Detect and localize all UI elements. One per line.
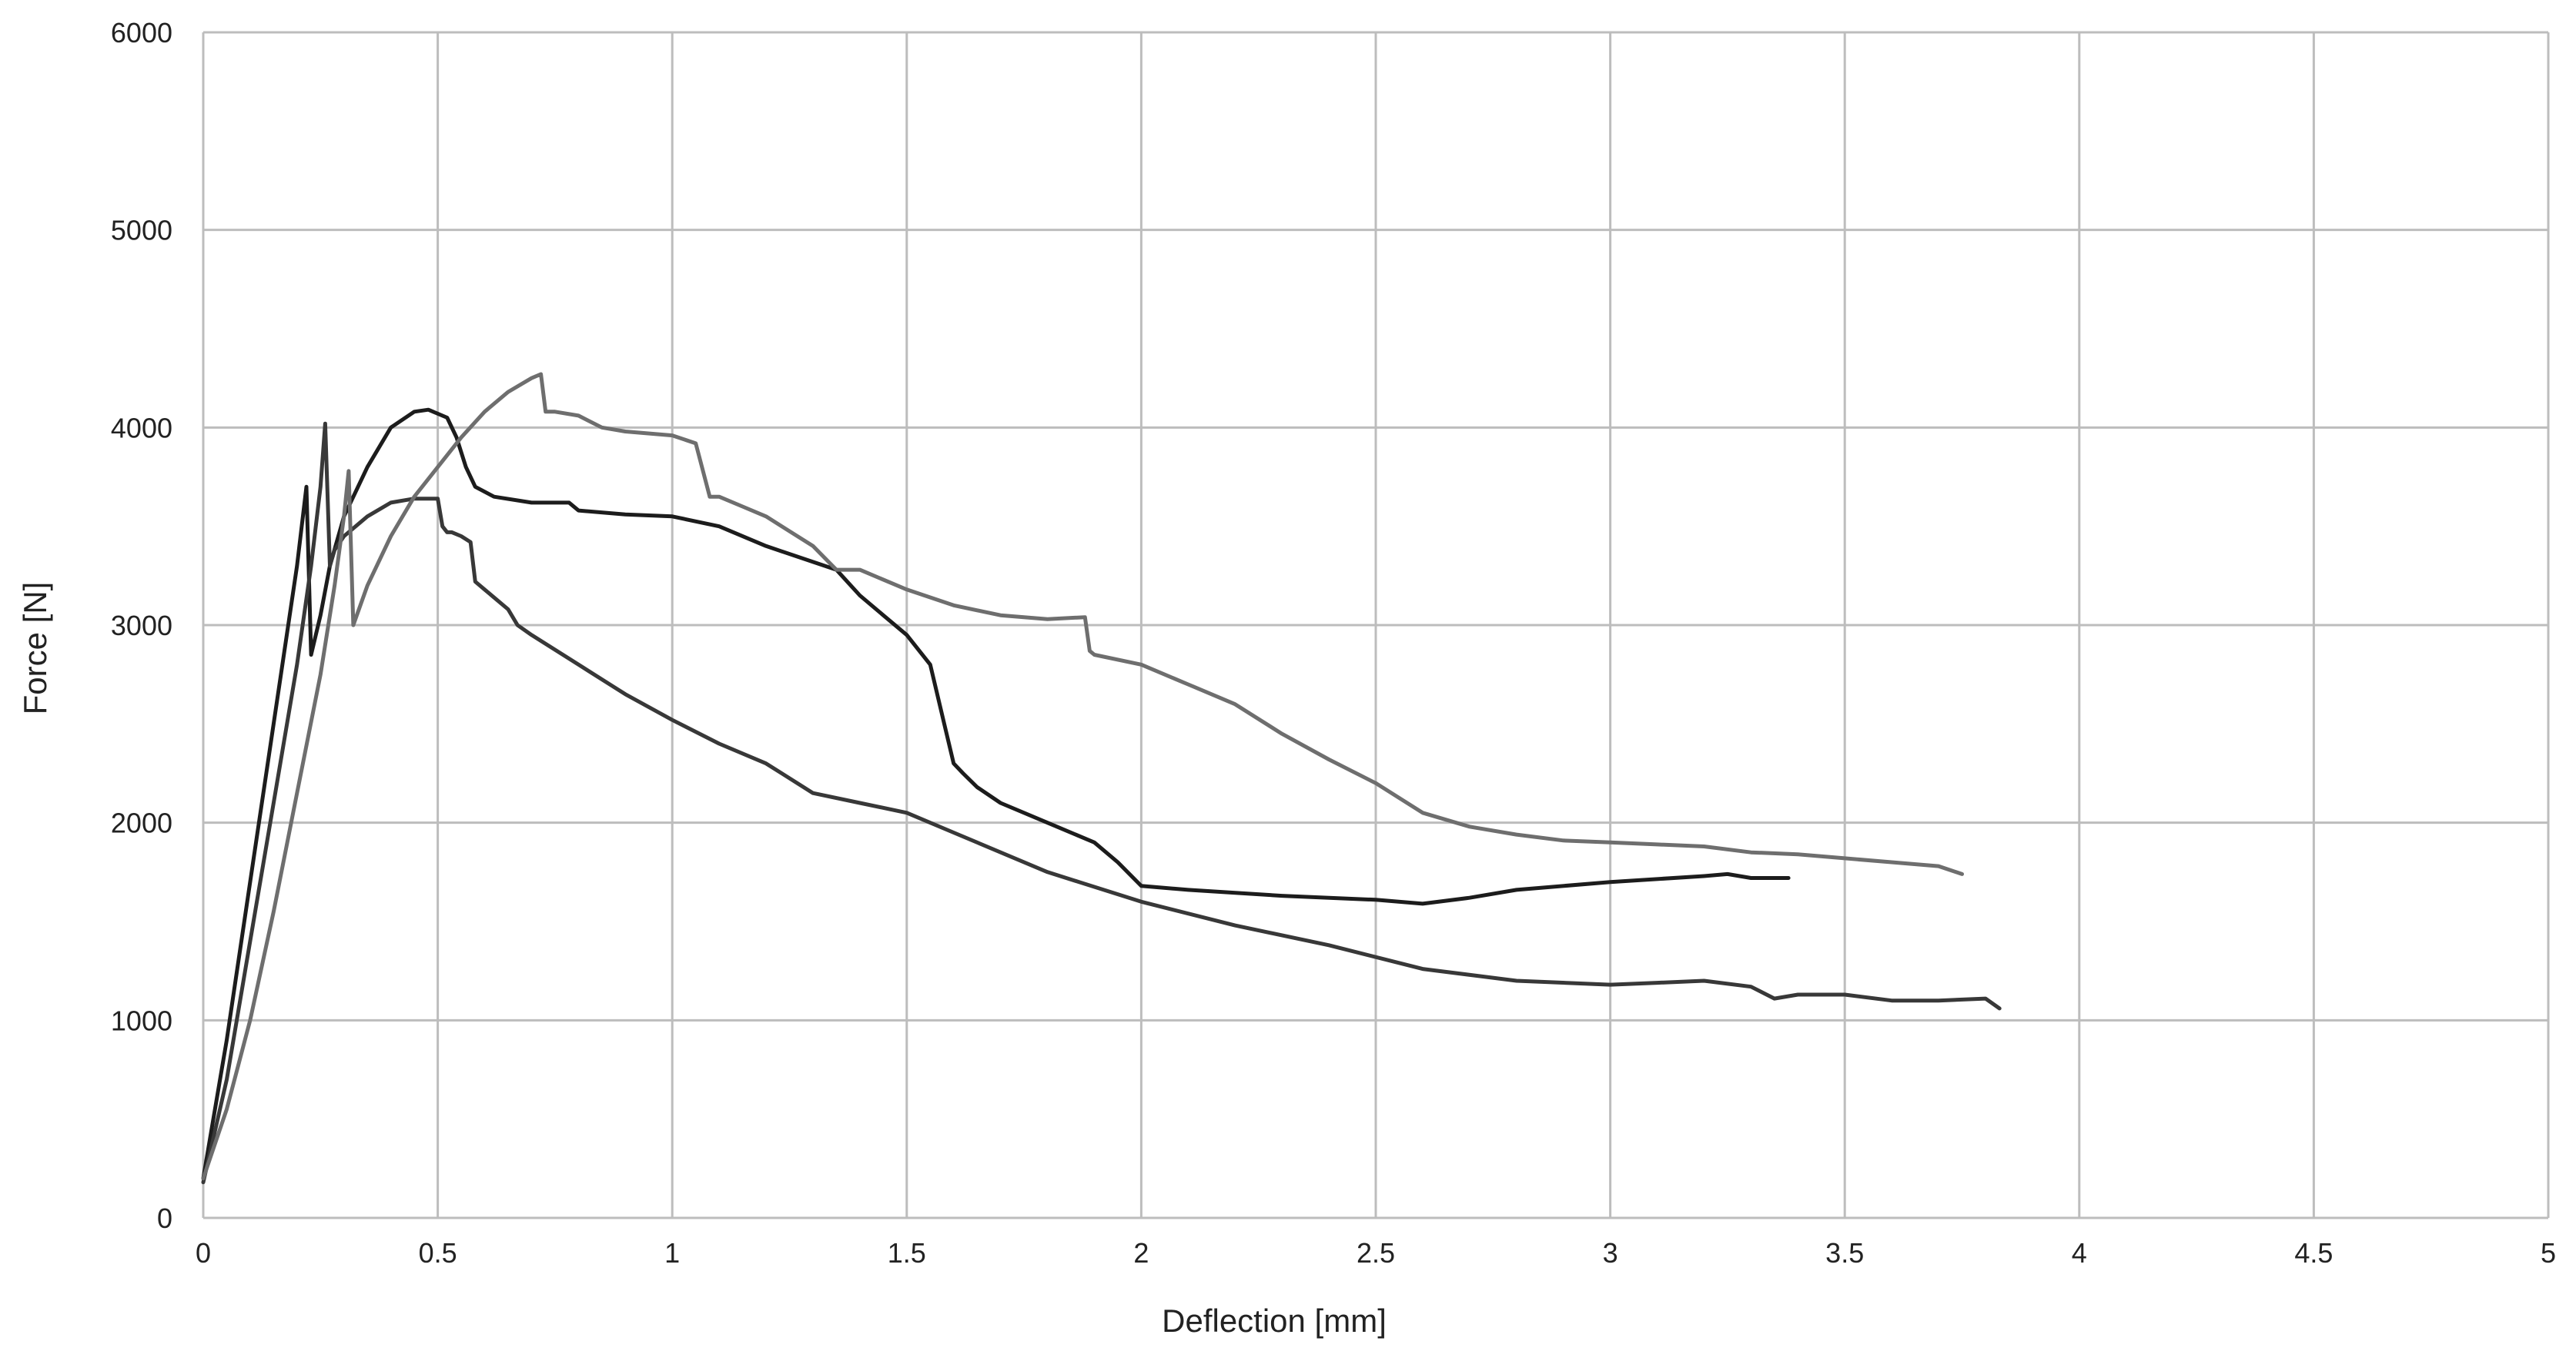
y-tick-label: 5000 (111, 215, 172, 246)
x-tick-label: 0.5 (419, 1237, 457, 1269)
x-tick-label: 4 (2072, 1237, 2087, 1269)
x-tick-label: 3 (1603, 1237, 1618, 1269)
x-tick-label: 2.5 (1357, 1237, 1395, 1269)
x-tick-label: 4.5 (2294, 1237, 2333, 1269)
y-axis-title: Force [N] (17, 582, 53, 715)
y-tick-label: 1000 (111, 1005, 172, 1036)
series-lines (201, 372, 2002, 1185)
y-tick-label: 6000 (111, 17, 172, 48)
y-tick-label: 4000 (111, 412, 172, 443)
y-tick-label: 3000 (111, 610, 172, 641)
tick-labels: 0 0.5 1 1.5 2 2.5 3 3.5 4 4.5 5 0 1000 2000 3000 4000 50… (111, 17, 2556, 1269)
series-line-2 (201, 421, 2002, 1185)
series-line-1 (201, 407, 1791, 1181)
y-tick-label: 2000 (111, 808, 172, 839)
axes (202, 32, 2548, 1219)
x-tick-label: 3.5 (1825, 1237, 1864, 1269)
x-tick-label: 2 (1133, 1237, 1149, 1269)
x-axis-title: Deflection [mm] (1162, 1303, 1387, 1339)
y-tick-label: 0 (157, 1202, 172, 1234)
x-tick-label: 0 (196, 1237, 211, 1269)
series-line-3 (201, 372, 1964, 1181)
x-tick-label: 1 (664, 1237, 680, 1269)
x-tick-label: 5 (2541, 1237, 2556, 1269)
x-tick-label: 1.5 (888, 1237, 926, 1269)
